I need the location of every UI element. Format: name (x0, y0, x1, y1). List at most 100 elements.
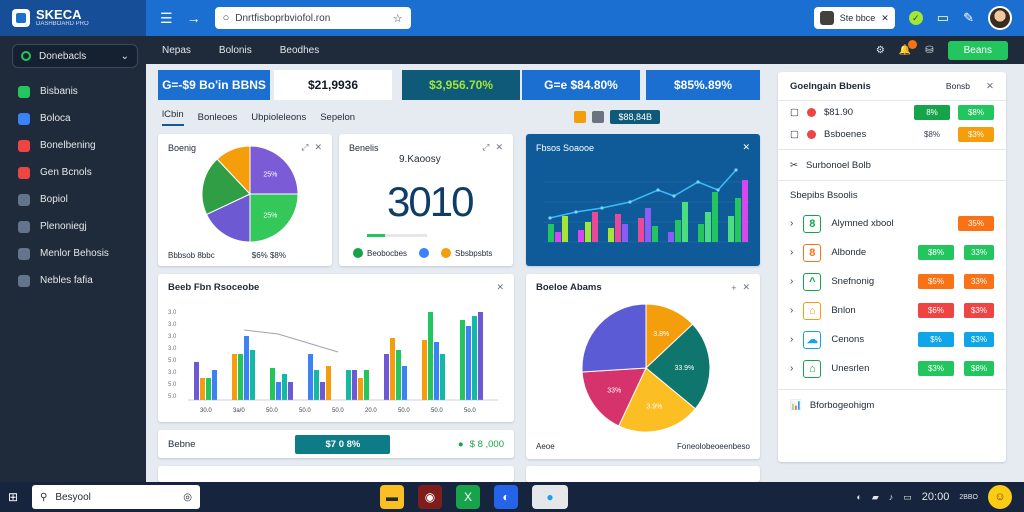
bar[interactable] (346, 370, 351, 400)
trend-bar[interactable] (622, 224, 628, 242)
windows-start-icon[interactable]: ⊞ (8, 490, 19, 504)
trend-bar[interactable] (735, 198, 741, 242)
trend-bar[interactable] (638, 218, 644, 242)
bar[interactable] (276, 382, 281, 400)
trend-point[interactable] (600, 206, 604, 210)
quick-link[interactable]: › ⌂ Unesrlen $3% $8% (778, 354, 1006, 383)
trend-bar[interactable] (742, 180, 748, 242)
star-icon[interactable]: ☆ (392, 12, 403, 25)
clock-time[interactable]: 20:00 (921, 491, 950, 503)
search-input[interactable] (235, 12, 387, 24)
tab[interactable]: Sepelon (320, 111, 356, 123)
trend-bar[interactable] (668, 232, 674, 242)
bar[interactable] (200, 378, 205, 400)
wifi-icon[interactable]: ▰ (871, 491, 879, 502)
trend-bar[interactable] (562, 216, 568, 242)
file-explorer-icon[interactable]: ▬ (380, 485, 404, 509)
expand-icon[interactable]: ⤢ (301, 142, 309, 152)
notifications-icon[interactable]: ☺ (988, 485, 1012, 509)
bar[interactable] (308, 354, 313, 400)
tab[interactable]: Ubpioleleons (251, 111, 307, 123)
user-chip[interactable]: Ste bbce ✕ (813, 7, 895, 29)
edit-icon[interactable]: ✎ (963, 10, 974, 25)
browser-app-icon[interactable]: ◐ (494, 485, 518, 509)
bar[interactable] (206, 378, 211, 400)
pie-slice[interactable] (618, 367, 697, 433)
quick-link[interactable]: › 8 Alymned xbool 35% (778, 209, 1006, 238)
pie-slice[interactable] (205, 193, 251, 242)
filter-chip-gray[interactable] (592, 111, 605, 123)
status-icon[interactable]: ✓ (908, 11, 923, 25)
trend-point[interactable] (574, 210, 578, 214)
bar[interactable] (428, 312, 433, 400)
bar[interactable] (390, 338, 395, 400)
trend-point[interactable] (672, 194, 676, 198)
trend-point[interactable] (734, 168, 738, 172)
bar[interactable] (396, 350, 401, 400)
panel-footer[interactable]: Bforbogeohigm (809, 399, 875, 411)
battery-icon[interactable]: ▭ (903, 491, 912, 502)
filter-chip-orange[interactable] (574, 111, 587, 123)
pie-slice[interactable] (581, 367, 647, 427)
record-app-icon[interactable]: ◉ (418, 485, 442, 509)
trend-bar[interactable] (682, 202, 688, 242)
panel-header-button[interactable]: Bonsb (945, 81, 971, 91)
bar[interactable] (422, 340, 427, 400)
add-icon[interactable]: + (731, 282, 737, 293)
sidebar-item[interactable]: Plenoniegj (0, 213, 146, 240)
bar[interactable] (478, 312, 483, 400)
expand-icon[interactable]: ⤢ (482, 142, 490, 152)
pie-slice[interactable] (249, 193, 299, 242)
trend-bar[interactable] (555, 232, 561, 242)
trend-bar[interactable] (608, 228, 614, 242)
bar[interactable] (288, 382, 293, 400)
bar[interactable] (194, 362, 199, 400)
quick-link[interactable]: › ^ Snefnonig $5% 33% (778, 267, 1006, 296)
quick-link[interactable]: › ☁ Cenons $% $3% (778, 325, 1006, 354)
panel-row[interactable]: ▢ Bsboenes $8% $3% (778, 123, 1006, 145)
spreadsheet-app-icon[interactable]: X (456, 485, 480, 509)
quick-link[interactable]: › ⌂ Bnlon $6% $3% (778, 296, 1006, 325)
active-app-icon[interactable]: ● (532, 485, 568, 509)
trend-point[interactable] (628, 200, 632, 204)
bar[interactable] (460, 320, 465, 400)
sidebar-item[interactable]: Gen Bcnols (0, 159, 146, 186)
trend-point[interactable] (716, 188, 720, 192)
sidebar-item[interactable]: Menlor Behosis (0, 240, 146, 267)
trend-bar[interactable] (578, 230, 584, 242)
taskbar-search[interactable]: ⚲ Besyool ◎ (32, 485, 200, 509)
bar[interactable] (384, 354, 389, 400)
trend-point[interactable] (696, 180, 700, 184)
bar[interactable] (250, 350, 255, 400)
bar[interactable] (364, 370, 369, 400)
search-box[interactable]: ○ ☆ (214, 7, 411, 29)
folder-icon[interactable]: ▭ (936, 10, 950, 25)
bar[interactable] (270, 368, 275, 400)
bar[interactable] (352, 370, 357, 400)
sidebar-item[interactable]: Bisbanis (0, 78, 146, 105)
close-icon[interactable]: ✕ (742, 142, 750, 152)
brand[interactable]: SKECA DASHBOARD PRO (0, 0, 146, 36)
trend-bar[interactable] (705, 212, 711, 242)
trend-bar[interactable] (615, 214, 621, 242)
clock-date[interactable]: 2BBO (959, 493, 978, 501)
pie-slice[interactable] (216, 145, 251, 196)
bar[interactable] (314, 370, 319, 400)
bar[interactable] (434, 342, 439, 400)
bar[interactable] (402, 366, 407, 400)
bar[interactable] (212, 370, 217, 400)
pie-slice[interactable] (645, 323, 711, 410)
trend-bar[interactable] (698, 224, 704, 242)
trend-bar[interactable] (585, 222, 591, 242)
trend-bar[interactable] (675, 220, 681, 242)
bar[interactable] (320, 382, 325, 400)
menu-icon[interactable]: ☰ (160, 9, 173, 26)
sidebar-item[interactable]: Bonelbening (0, 132, 146, 159)
sidebar-item[interactable]: Bopiol (0, 186, 146, 213)
trend-bar[interactable] (592, 212, 598, 242)
bar[interactable] (358, 378, 363, 400)
tab[interactable]: Bonleoes (197, 111, 238, 123)
sidebar-dropdown[interactable]: Donebacls ⌄ (12, 44, 138, 68)
tab[interactable]: lCbin (162, 109, 184, 126)
trend-bar[interactable] (645, 208, 651, 242)
